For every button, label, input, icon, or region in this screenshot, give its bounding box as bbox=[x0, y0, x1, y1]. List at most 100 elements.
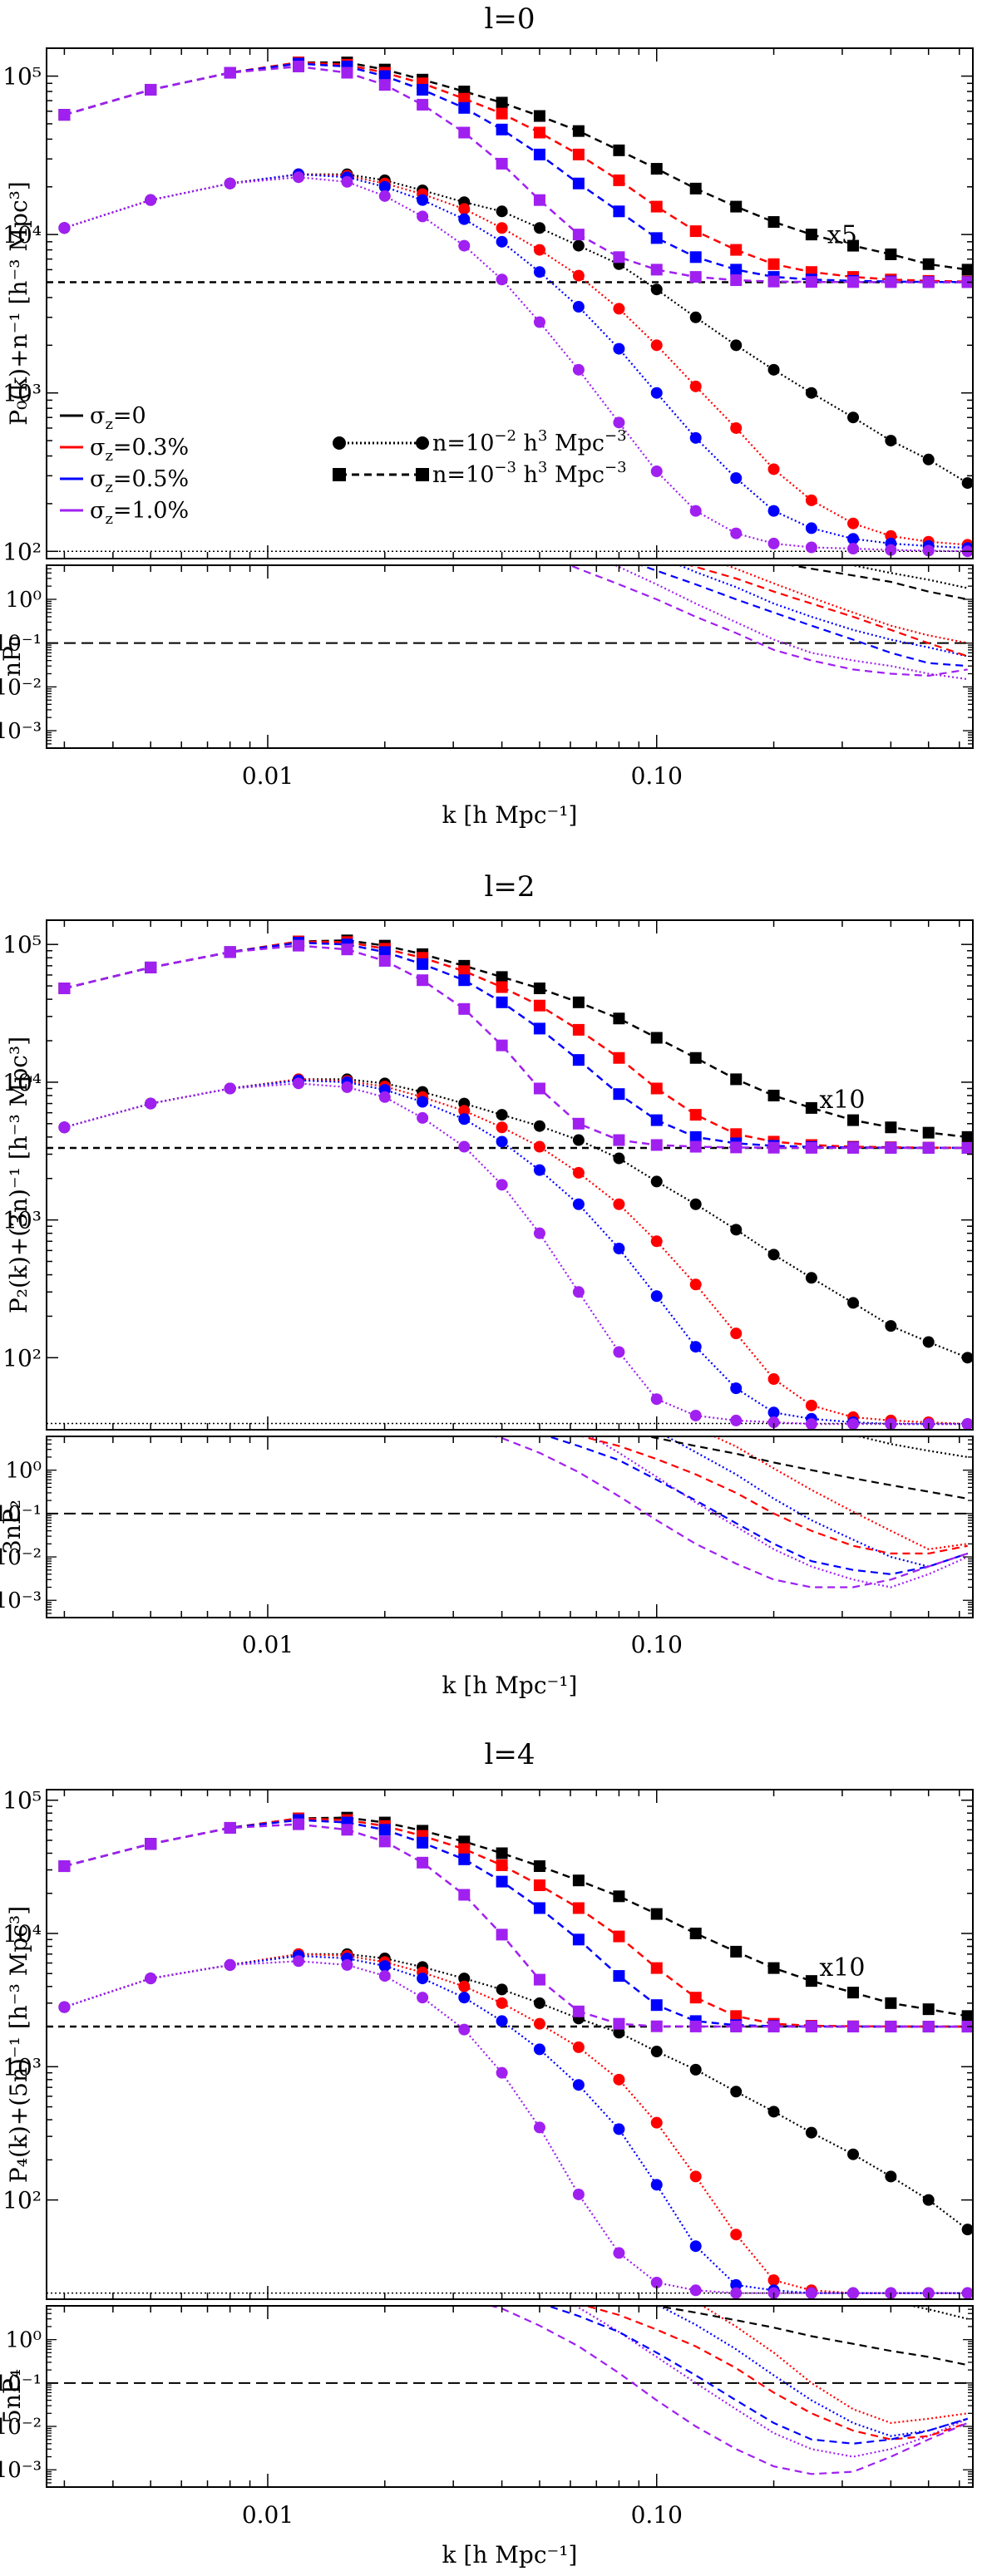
data-point bbox=[767, 505, 780, 517]
main-y-label: P₄(k)+(5n)⁻¹ [h⁻³ Mpc³] bbox=[5, 1906, 32, 2183]
data-point bbox=[58, 109, 71, 121]
series-line bbox=[64, 173, 968, 549]
data-point bbox=[341, 66, 353, 79]
data-point bbox=[224, 1958, 236, 1971]
data-point bbox=[730, 1128, 743, 1140]
data-point bbox=[572, 2079, 585, 2091]
data-point bbox=[961, 477, 973, 490]
data-point bbox=[650, 1962, 663, 1974]
legend-subscript: z bbox=[105, 447, 112, 465]
legend-label: n=10−2 h3 Mpc−3 bbox=[432, 427, 627, 456]
data-point bbox=[730, 1073, 743, 1086]
legend-subscript: z bbox=[105, 479, 112, 496]
data-point bbox=[767, 1416, 780, 1428]
data-point bbox=[58, 222, 71, 234]
data-point bbox=[730, 2278, 743, 2291]
main-plot bbox=[58, 1811, 973, 2299]
data-point bbox=[613, 1012, 625, 1025]
data-point bbox=[417, 1111, 429, 1124]
data-point bbox=[847, 1114, 860, 1126]
data-point bbox=[533, 316, 545, 328]
data-point bbox=[650, 1235, 663, 1248]
data-point bbox=[847, 2287, 860, 2299]
data-point bbox=[613, 342, 625, 355]
data-point bbox=[378, 946, 391, 958]
data-point bbox=[533, 1140, 545, 1153]
data-point bbox=[650, 1908, 663, 1920]
legend-marker bbox=[333, 468, 346, 481]
data-point bbox=[885, 2021, 897, 2033]
ratio-series-line bbox=[582, 2306, 969, 2441]
data-point bbox=[805, 1272, 817, 1284]
data-point bbox=[458, 92, 471, 105]
data-point bbox=[496, 107, 508, 120]
data-point bbox=[961, 1141, 973, 1154]
y-tick-label: 10³ bbox=[2, 1207, 42, 1234]
data-point bbox=[572, 1286, 585, 1298]
data-point bbox=[767, 463, 780, 475]
data-point bbox=[572, 269, 585, 282]
x-axis-label: k [h Mpc⁻¹] bbox=[442, 801, 578, 829]
y-tick-label: 10⁰ bbox=[5, 1459, 42, 1484]
data-point bbox=[847, 1987, 860, 1999]
data-point bbox=[378, 70, 391, 82]
data-point bbox=[689, 2170, 702, 2183]
sub-y-label: 5nP₄ bbox=[0, 2369, 26, 2424]
data-point bbox=[689, 1341, 702, 1353]
data-point bbox=[496, 273, 508, 286]
data-point bbox=[613, 144, 625, 156]
legend-text: h bbox=[516, 462, 538, 488]
data-point bbox=[689, 1198, 702, 1210]
data-point bbox=[613, 1052, 625, 1064]
y-tick-label: 10⁴ bbox=[2, 1069, 42, 1096]
data-point bbox=[885, 1320, 897, 1332]
data-point bbox=[689, 271, 702, 283]
data-point bbox=[885, 435, 897, 447]
data-point bbox=[572, 363, 585, 376]
data-point bbox=[496, 1997, 508, 2009]
sub-y-label: 3nP₂ bbox=[0, 1500, 26, 1554]
data-point bbox=[458, 1980, 471, 1992]
data-point bbox=[650, 2116, 663, 2129]
data-point bbox=[847, 543, 860, 555]
ratio-series-line bbox=[578, 1436, 968, 1555]
data-point bbox=[689, 1140, 702, 1153]
data-point bbox=[378, 1091, 391, 1103]
data-point bbox=[767, 1249, 780, 1261]
data-point bbox=[613, 1970, 625, 1982]
data-point bbox=[613, 174, 625, 186]
y-tick-label: 10⁰ bbox=[5, 588, 42, 613]
data-point bbox=[458, 1105, 471, 1117]
legend-text: Mpc bbox=[547, 431, 604, 456]
data-point bbox=[496, 1928, 508, 1941]
data-point bbox=[572, 1198, 585, 1210]
data-point bbox=[650, 1032, 663, 1044]
data-point bbox=[885, 544, 897, 556]
data-point bbox=[293, 60, 305, 72]
legend-value: =0.5% bbox=[113, 466, 189, 492]
data-point bbox=[730, 1327, 743, 1340]
data-point bbox=[496, 996, 508, 1008]
data-point bbox=[458, 1843, 471, 1855]
x-axis-label: k [h Mpc⁻¹] bbox=[442, 1672, 578, 1699]
y-tick-label: 10⁴ bbox=[2, 1920, 42, 1948]
data-point bbox=[767, 216, 780, 229]
legend-text: n=10 bbox=[432, 462, 494, 488]
data-point bbox=[145, 961, 157, 973]
data-point bbox=[730, 339, 743, 352]
data-point bbox=[805, 1418, 817, 1430]
y-tick-label: 10⁻³ bbox=[0, 2458, 42, 2483]
x-axis-label: k [h Mpc⁻¹] bbox=[442, 2541, 578, 2569]
x-tick-label: 0.01 bbox=[242, 2501, 294, 2529]
data-point bbox=[767, 2274, 780, 2287]
data-point bbox=[689, 1992, 702, 2004]
y-tick-label: 10⁻² bbox=[0, 2415, 42, 2440]
data-point bbox=[496, 2066, 508, 2079]
data-point bbox=[922, 1336, 935, 1348]
series-scale-annotation: x5 bbox=[827, 221, 857, 250]
legend-label: σz=0.5% bbox=[90, 466, 189, 496]
data-point bbox=[496, 981, 508, 993]
ratio-series-line bbox=[677, 565, 968, 658]
data-point bbox=[458, 965, 471, 978]
